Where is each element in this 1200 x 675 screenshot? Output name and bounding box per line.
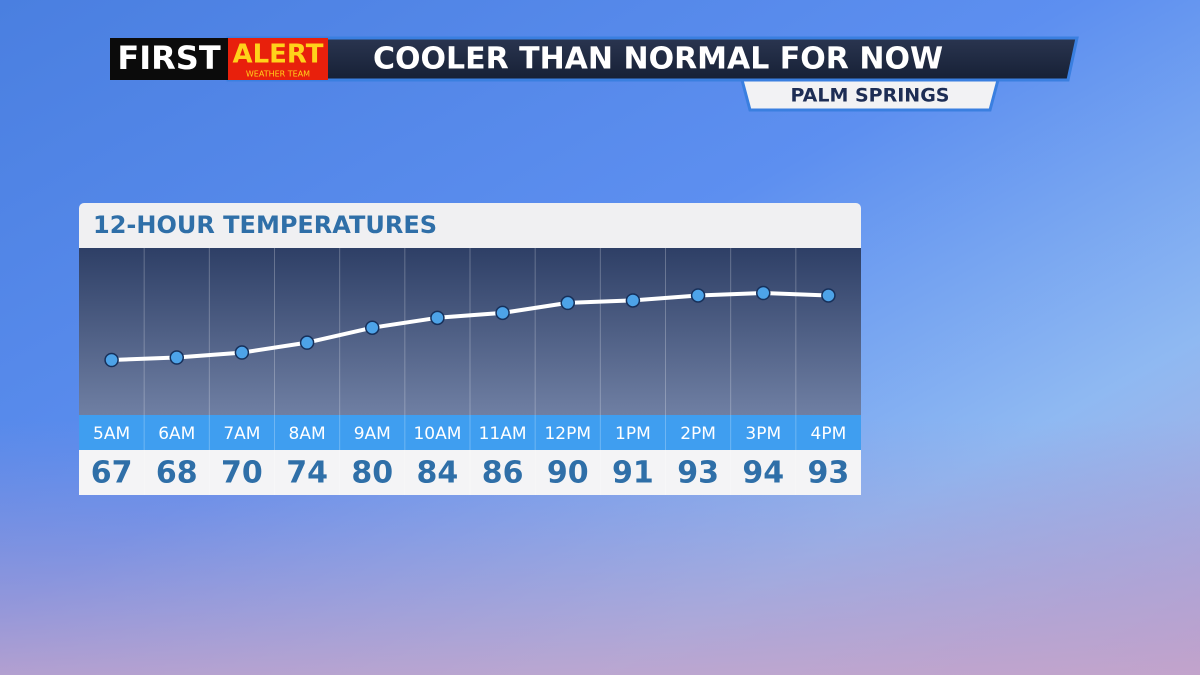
temperature-point	[756, 285, 771, 301]
temperature-point	[625, 293, 641, 308]
x-tick-label: 6AM	[158, 424, 195, 444]
x-tick-label: 11AM	[479, 424, 527, 444]
x-tick-label: 10AM	[413, 424, 461, 444]
location: PALM SPRINGS	[790, 85, 949, 107]
value-label: 93	[808, 456, 850, 491]
x-tick-label: 9AM	[354, 424, 391, 444]
brand-first: FIRST	[117, 39, 220, 77]
x-tick-label: 1PM	[615, 424, 651, 444]
x-tick-label: 3PM	[745, 424, 781, 444]
temperature-point	[234, 345, 250, 360]
brand-alert-box	[228, 38, 328, 80]
x-tick-label: 2PM	[680, 424, 716, 444]
temperature-point	[365, 320, 380, 335]
temperature-point	[299, 335, 315, 350]
temperature-point	[821, 288, 836, 303]
headline: COOLER THAN NORMAL FOR NOW	[373, 42, 943, 77]
x-tick-label: 12PM	[544, 424, 591, 444]
value-label: 84	[417, 456, 459, 491]
value-label: 67	[91, 456, 133, 491]
temperature-point	[690, 288, 706, 303]
temperature-line	[111, 291, 829, 362]
temperature-point	[430, 310, 445, 326]
x-tick-label: 4PM	[811, 424, 847, 444]
x-tick-label: 8AM	[289, 424, 326, 444]
chart: 5AM 6AM 7AM 8AM 9AM 10AM 11AM 12PM 1PM 2PM 3PM 4PM 6…	[91, 248, 850, 495]
value-label: 70	[221, 456, 263, 491]
temperature-point	[560, 295, 575, 311]
value-label: 86	[482, 456, 524, 491]
temperature-point	[169, 350, 184, 365]
value-label: 68	[156, 456, 198, 491]
value-label: 91	[612, 456, 654, 491]
hour-row	[79, 415, 861, 450]
brand-first-box	[110, 38, 228, 80]
chart-title: 12-HOUR TEMPERATURES	[93, 211, 437, 239]
value-row	[79, 450, 861, 495]
x-tick-label: 7AM	[223, 424, 260, 444]
brand-team: WEATHER TEAM	[246, 70, 310, 79]
temperature-point	[495, 305, 510, 321]
value-label: 90	[547, 456, 589, 491]
x-tick-label: 5AM	[93, 424, 130, 444]
value-label: 93	[677, 456, 719, 491]
value-label: 74	[286, 456, 328, 491]
value-label: 80	[351, 456, 393, 491]
plot-area	[79, 248, 861, 415]
value-label: 94	[742, 456, 784, 491]
temperature-point	[104, 352, 119, 368]
location-bar	[740, 78, 1000, 112]
brand-alert: ALERT	[232, 40, 323, 70]
